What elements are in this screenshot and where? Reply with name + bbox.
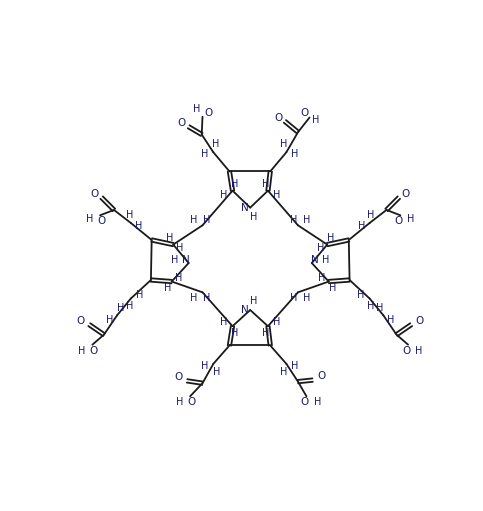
Text: H: H [368, 211, 375, 220]
Text: N: N [241, 203, 249, 213]
Text: O: O [98, 217, 106, 226]
Text: H: H [291, 150, 298, 159]
Text: H: H [220, 190, 227, 199]
Text: O: O [77, 316, 85, 326]
Text: H: H [322, 255, 329, 265]
Text: H: H [213, 366, 220, 377]
Text: N: N [241, 305, 249, 315]
Text: O: O [204, 108, 213, 118]
Text: H: H [203, 293, 210, 303]
Text: H: H [358, 221, 366, 231]
Text: H: H [231, 179, 239, 189]
Text: O: O [415, 316, 424, 326]
Text: H: H [78, 346, 85, 356]
Text: H: H [415, 346, 423, 356]
Text: H: H [368, 301, 375, 311]
Text: H: H [262, 328, 270, 338]
Text: O: O [91, 189, 99, 199]
Text: H: H [231, 328, 239, 338]
Text: H: H [212, 140, 219, 150]
Text: H: H [126, 301, 133, 311]
Text: H: H [318, 273, 326, 284]
Text: H: H [290, 293, 298, 303]
Text: O: O [395, 217, 403, 226]
Text: N: N [311, 255, 319, 265]
Text: H: H [193, 104, 200, 114]
Text: H: H [290, 215, 298, 225]
Text: O: O [402, 346, 411, 356]
Text: H: H [327, 233, 335, 243]
Text: H: H [136, 290, 143, 300]
Text: H: H [190, 215, 198, 225]
Text: H: H [201, 150, 209, 159]
Text: O: O [317, 371, 325, 381]
Text: H: H [273, 317, 281, 328]
Text: H: H [357, 290, 365, 300]
Text: H: H [203, 215, 210, 225]
Text: H: H [280, 366, 287, 377]
Text: H: H [281, 140, 288, 150]
Text: H: H [190, 293, 198, 303]
Text: H: H [250, 212, 258, 222]
Text: H: H [313, 398, 321, 407]
Text: H: H [262, 179, 270, 189]
Text: H: H [376, 304, 384, 313]
Text: H: H [171, 255, 178, 265]
Text: O: O [174, 372, 183, 382]
Text: H: H [303, 293, 310, 303]
Text: H: H [85, 214, 93, 224]
Text: H: H [291, 361, 298, 371]
Text: H: H [408, 214, 415, 224]
Text: O: O [187, 398, 196, 407]
Text: H: H [317, 243, 324, 252]
Text: H: H [303, 215, 310, 225]
Text: O: O [301, 398, 309, 407]
Text: H: H [250, 296, 258, 306]
Text: H: H [106, 315, 114, 325]
Text: O: O [301, 108, 309, 118]
Text: N: N [182, 255, 189, 265]
Text: H: H [312, 115, 319, 125]
Text: H: H [273, 190, 281, 199]
Text: O: O [402, 189, 410, 199]
Text: H: H [176, 398, 183, 407]
Text: H: H [166, 233, 173, 243]
Text: H: H [164, 284, 171, 293]
Text: H: H [201, 361, 209, 371]
Text: H: H [175, 273, 182, 284]
Text: H: H [329, 284, 336, 293]
Text: H: H [117, 304, 125, 313]
Text: O: O [275, 112, 283, 123]
Text: H: H [135, 221, 142, 231]
Text: H: H [176, 243, 184, 252]
Text: O: O [90, 346, 98, 356]
Text: H: H [387, 315, 394, 325]
Text: H: H [126, 211, 133, 220]
Text: O: O [178, 118, 186, 128]
Text: H: H [220, 317, 227, 328]
